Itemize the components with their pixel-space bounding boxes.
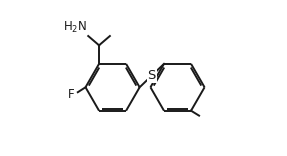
Text: H$_2$N: H$_2$N [63,20,88,35]
Text: S: S [148,69,156,82]
Text: F: F [68,88,74,101]
